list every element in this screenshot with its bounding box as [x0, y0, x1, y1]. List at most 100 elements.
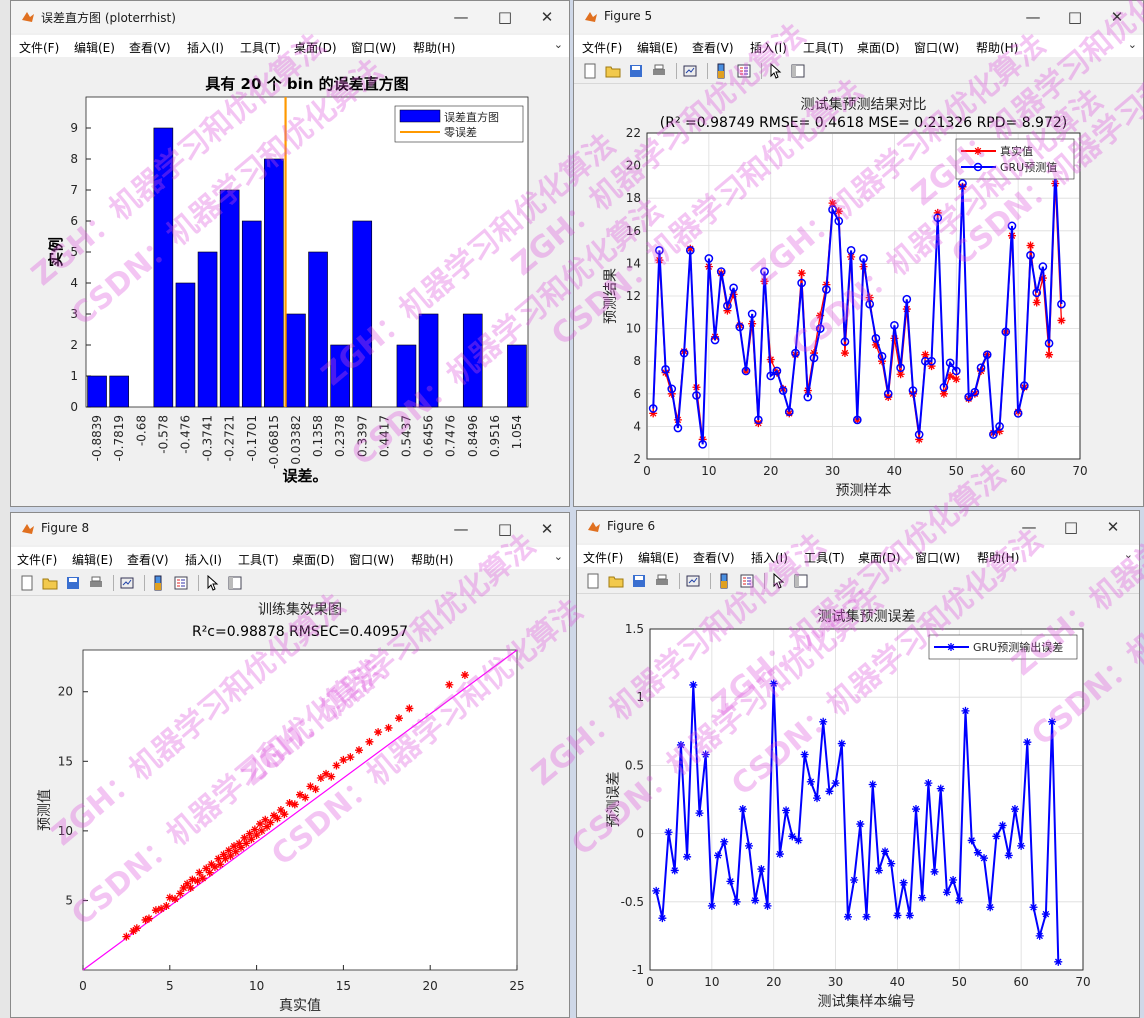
y-tick-label: 12 [626, 289, 641, 303]
maximize-button[interactable]: □ [1067, 8, 1083, 26]
menu-item[interactable]: 工具(T) [804, 551, 845, 565]
menu-item[interactable]: 工具(T) [803, 41, 844, 55]
property-editor-icon[interactable] [790, 63, 806, 79]
menu-item[interactable]: 桌面(D) [292, 553, 335, 567]
menu-overflow-icon[interactable]: ⌄ [1127, 38, 1137, 51]
close-button[interactable]: ✕ [1106, 518, 1120, 536]
x-tick-label: 20 [423, 979, 438, 993]
menu-item[interactable]: 编辑(E) [72, 553, 113, 567]
menu-item[interactable]: 文件(F) [17, 553, 58, 567]
title-bar[interactable]: Figure 5 — □ ✕ [574, 1, 1143, 33]
data-point [710, 335, 720, 345]
menu-item[interactable]: 窗口(W) [349, 553, 395, 567]
menu-item[interactable]: 文件(F) [583, 551, 624, 565]
x-tick-label: -0.3741 [201, 415, 215, 461]
menu-item[interactable]: 工具(T) [238, 553, 279, 567]
menu-item[interactable]: 帮助(H) [413, 41, 456, 55]
legend-icon[interactable] [736, 63, 752, 79]
maximize-button[interactable]: □ [497, 8, 513, 26]
menu-overflow-icon[interactable]: ⌄ [553, 38, 563, 51]
data-point [775, 850, 784, 859]
legend-icon[interactable] [173, 575, 189, 591]
colorbar-icon[interactable] [150, 575, 166, 591]
menu-item[interactable]: 编辑(E) [637, 41, 678, 55]
menu-item[interactable]: 窗口(W) [915, 551, 961, 565]
y-tick-label: 5 [70, 245, 78, 259]
menu-item[interactable]: 插入(I) [751, 551, 788, 565]
data-point [729, 283, 738, 293]
minimize-button[interactable]: — [1021, 518, 1037, 536]
menu-item[interactable]: 桌面(D) [294, 41, 337, 55]
save-icon[interactable] [631, 573, 647, 589]
y-tick-label: 2 [70, 338, 78, 352]
data-point [778, 386, 788, 395]
save-icon[interactable] [65, 575, 81, 591]
pointer-icon[interactable] [767, 63, 783, 79]
save-icon[interactable] [628, 63, 644, 79]
colorbar-icon[interactable] [713, 63, 729, 79]
legend-swatch-bar [399, 109, 441, 123]
link-plot-icon[interactable] [685, 573, 701, 589]
property-editor-icon[interactable] [793, 573, 809, 589]
menu-item[interactable]: 帮助(H) [976, 41, 1019, 55]
menu-item[interactable]: 查看(V) [129, 41, 171, 55]
maximize-button[interactable]: □ [497, 520, 513, 538]
menu-overflow-icon[interactable]: ⌄ [1123, 548, 1133, 561]
menu-item[interactable]: 帮助(H) [411, 553, 454, 567]
new-file-icon[interactable] [582, 63, 598, 79]
menu-item[interactable]: 文件(F) [19, 41, 60, 55]
minimize-button[interactable]: — [1025, 8, 1041, 26]
open-folder-icon[interactable] [42, 575, 58, 591]
new-file-icon[interactable] [19, 575, 35, 591]
minimize-button[interactable]: — [453, 8, 469, 26]
menu-item[interactable]: 桌面(D) [858, 551, 901, 565]
close-button[interactable]: ✕ [540, 520, 554, 538]
open-folder-icon[interactable] [605, 63, 621, 79]
maximize-button[interactable]: □ [1063, 518, 1079, 536]
menu-item[interactable]: 插入(I) [185, 553, 222, 567]
print-icon[interactable] [654, 573, 670, 589]
toolbar-separator [761, 63, 762, 79]
data-point [828, 205, 837, 214]
menu-item[interactable]: 窗口(W) [351, 41, 397, 55]
title-bar[interactable]: Figure 6 — □ ✕ [577, 511, 1139, 543]
close-button[interactable]: ✕ [540, 8, 554, 26]
menu-item[interactable]: 编辑(E) [638, 551, 679, 565]
menu-item[interactable]: 查看(V) [692, 41, 734, 55]
print-icon[interactable] [88, 575, 104, 591]
minimize-button[interactable]: — [453, 520, 469, 538]
data-point [247, 835, 256, 844]
menu-item[interactable]: 编辑(E) [74, 41, 115, 55]
link-plot-icon[interactable] [119, 575, 135, 591]
y-tick-label: 1.5 [625, 622, 644, 636]
y-tick-label: -1 [632, 963, 644, 977]
y-tick-label: 10 [626, 322, 641, 336]
menu-overflow-icon[interactable]: ⌄ [553, 550, 563, 563]
link-plot-icon[interactable] [682, 63, 698, 79]
x-tick-label: 70 [1072, 464, 1087, 478]
print-icon[interactable] [651, 63, 667, 79]
title-bar[interactable]: 误差直方图 (ploterrhist) — □ ✕ [11, 1, 569, 33]
colorbar-icon[interactable] [716, 573, 732, 589]
close-button[interactable]: ✕ [1110, 8, 1124, 26]
menu-item[interactable]: 插入(I) [750, 41, 787, 55]
menu-item[interactable]: 窗口(W) [914, 41, 960, 55]
pointer-icon[interactable] [204, 575, 220, 591]
menu-item[interactable]: 插入(I) [187, 41, 224, 55]
open-folder-icon[interactable] [608, 573, 624, 589]
menu-item[interactable]: 工具(T) [240, 41, 281, 55]
menu-item[interactable]: 查看(V) [127, 553, 169, 567]
legend-icon[interactable] [739, 573, 755, 589]
menu-item[interactable]: 文件(F) [582, 41, 623, 55]
y-tick-label: 6 [633, 387, 641, 401]
data-point [797, 278, 806, 288]
pointer-icon[interactable] [770, 573, 786, 589]
property-editor-icon[interactable] [227, 575, 243, 591]
toolbar-separator [710, 573, 711, 589]
menu-item[interactable]: 桌面(D) [857, 41, 900, 55]
title-bar[interactable]: Figure 8 — □ ✕ [11, 513, 569, 545]
data-point [205, 868, 214, 877]
menu-item[interactable]: 帮助(H) [977, 551, 1020, 565]
new-file-icon[interactable] [585, 573, 601, 589]
menu-item[interactable]: 查看(V) [693, 551, 735, 565]
